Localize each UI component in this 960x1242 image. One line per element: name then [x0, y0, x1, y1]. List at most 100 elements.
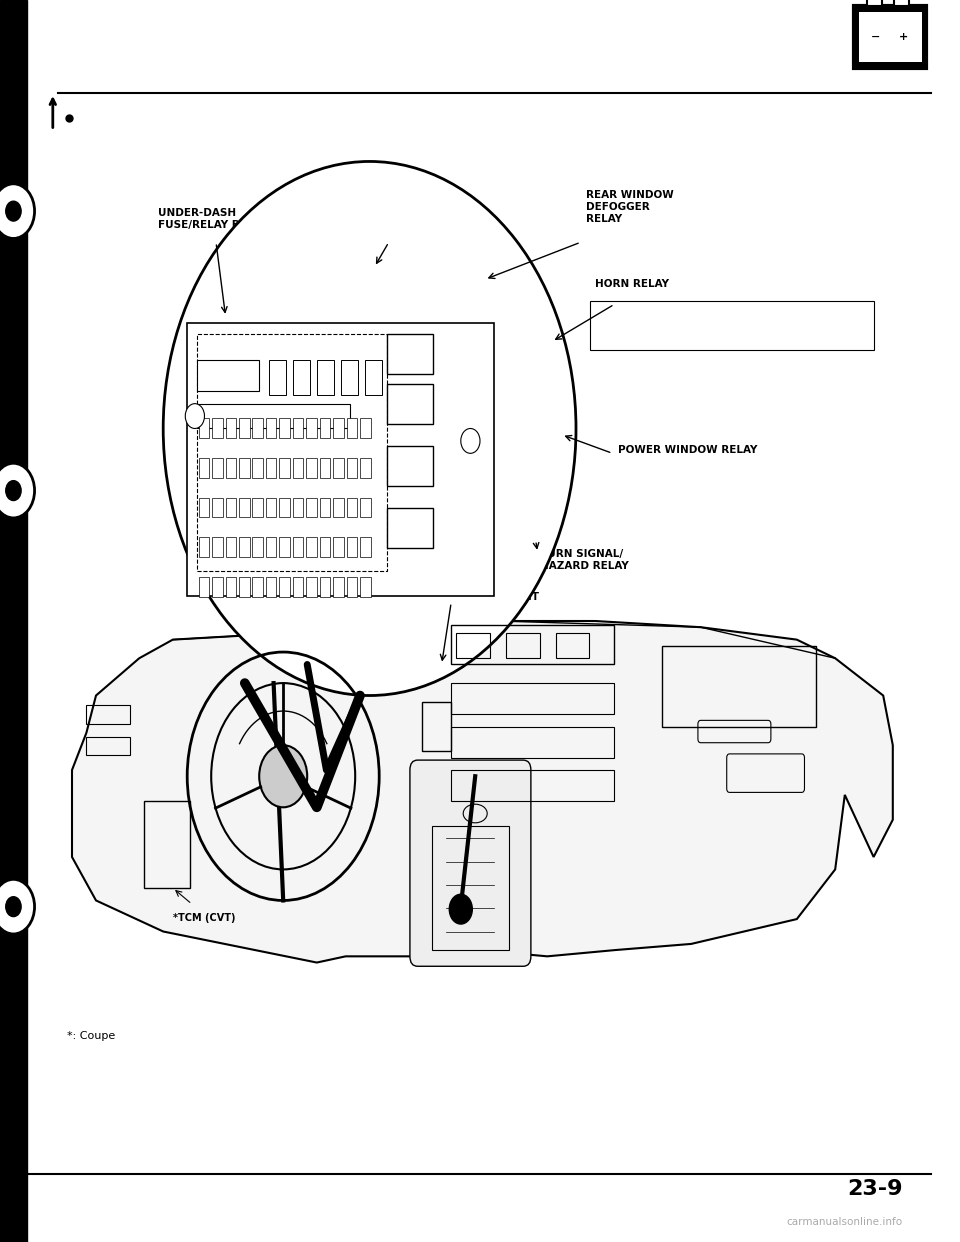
Circle shape: [0, 184, 35, 238]
Bar: [347, 498, 357, 518]
Bar: [293, 538, 303, 558]
Bar: [451, 770, 614, 801]
Bar: [333, 498, 344, 518]
Bar: [341, 360, 358, 395]
Bar: [360, 538, 371, 558]
Text: UNDER-DASH
FUSE/RELAY BOX: UNDER-DASH FUSE/RELAY BOX: [158, 209, 256, 230]
Bar: [279, 538, 290, 558]
Bar: [266, 419, 276, 438]
Bar: [266, 578, 276, 597]
Bar: [187, 323, 494, 596]
Bar: [360, 419, 371, 438]
Bar: [226, 578, 236, 597]
Bar: [590, 301, 874, 350]
Bar: [199, 578, 209, 597]
Bar: [239, 578, 250, 597]
Bar: [144, 801, 190, 888]
Bar: [212, 538, 223, 558]
Circle shape: [6, 201, 21, 221]
Text: INTERLOCK CONTROL UNIT: INTERLOCK CONTROL UNIT: [382, 592, 540, 602]
Bar: [266, 538, 276, 558]
Bar: [320, 498, 330, 518]
Bar: [279, 458, 290, 478]
Bar: [422, 702, 451, 751]
Bar: [320, 458, 330, 478]
Bar: [212, 498, 223, 518]
Bar: [556, 633, 589, 658]
Bar: [451, 727, 614, 758]
Bar: [252, 458, 263, 478]
Text: Wire colors: WHT/GRN, WHT/GRN,
GRY, and BLU/RED: Wire colors: WHT/GRN, WHT/GRN, GRY, and …: [595, 315, 748, 335]
Bar: [506, 633, 540, 658]
Bar: [279, 498, 290, 518]
Bar: [451, 683, 614, 714]
Text: HORN RELAY: HORN RELAY: [595, 279, 669, 289]
Bar: [662, 646, 816, 727]
Bar: [347, 538, 357, 558]
Circle shape: [0, 463, 35, 518]
Bar: [859, 12, 922, 62]
Bar: [333, 458, 344, 478]
Bar: [226, 498, 236, 518]
Bar: [197, 334, 387, 571]
Bar: [199, 498, 209, 518]
Bar: [293, 498, 303, 518]
Bar: [317, 360, 334, 395]
Bar: [867, 0, 882, 6]
Bar: [333, 578, 344, 597]
Bar: [252, 538, 263, 558]
Text: REAR WINDOW
DEFOGGER
RELAY: REAR WINDOW DEFOGGER RELAY: [586, 190, 673, 224]
Bar: [347, 419, 357, 438]
Bar: [252, 419, 263, 438]
Circle shape: [6, 897, 21, 917]
Bar: [197, 404, 350, 428]
Bar: [293, 578, 303, 597]
Bar: [347, 578, 357, 597]
Bar: [387, 508, 433, 548]
Bar: [360, 578, 371, 597]
Bar: [293, 360, 310, 395]
Bar: [252, 498, 263, 518]
Bar: [306, 419, 317, 438]
Bar: [306, 578, 317, 597]
Circle shape: [0, 184, 35, 238]
Bar: [293, 419, 303, 438]
Bar: [387, 384, 433, 424]
Bar: [199, 419, 209, 438]
Circle shape: [0, 879, 35, 934]
Bar: [387, 334, 433, 374]
Bar: [320, 538, 330, 558]
Bar: [306, 538, 317, 558]
Bar: [451, 625, 614, 664]
Text: 23-9: 23-9: [847, 1179, 902, 1199]
Bar: [279, 419, 290, 438]
Bar: [854, 6, 926, 68]
Text: +: +: [899, 32, 908, 42]
Bar: [266, 498, 276, 518]
Bar: [212, 458, 223, 478]
Bar: [279, 578, 290, 597]
Text: *: Coupe: *: Coupe: [67, 1031, 115, 1041]
Text: INTEGRATED
CONTROL UNIT: INTEGRATED CONTROL UNIT: [360, 206, 447, 227]
Circle shape: [449, 894, 472, 924]
Bar: [306, 498, 317, 518]
Circle shape: [163, 161, 576, 696]
Circle shape: [185, 404, 204, 428]
Bar: [365, 360, 382, 395]
Bar: [197, 360, 259, 391]
Text: POWER WINDOW RELAY: POWER WINDOW RELAY: [618, 445, 757, 455]
Bar: [226, 419, 236, 438]
Bar: [212, 578, 223, 597]
Circle shape: [461, 428, 480, 453]
Text: carmanualsonline.info: carmanualsonline.info: [786, 1217, 902, 1227]
Bar: [894, 0, 909, 6]
Bar: [212, 419, 223, 438]
Bar: [199, 458, 209, 478]
Bar: [360, 498, 371, 518]
Bar: [333, 419, 344, 438]
Bar: [0, 0, 27, 1242]
Circle shape: [0, 879, 35, 934]
Bar: [360, 458, 371, 478]
Bar: [432, 826, 509, 950]
Bar: [320, 578, 330, 597]
